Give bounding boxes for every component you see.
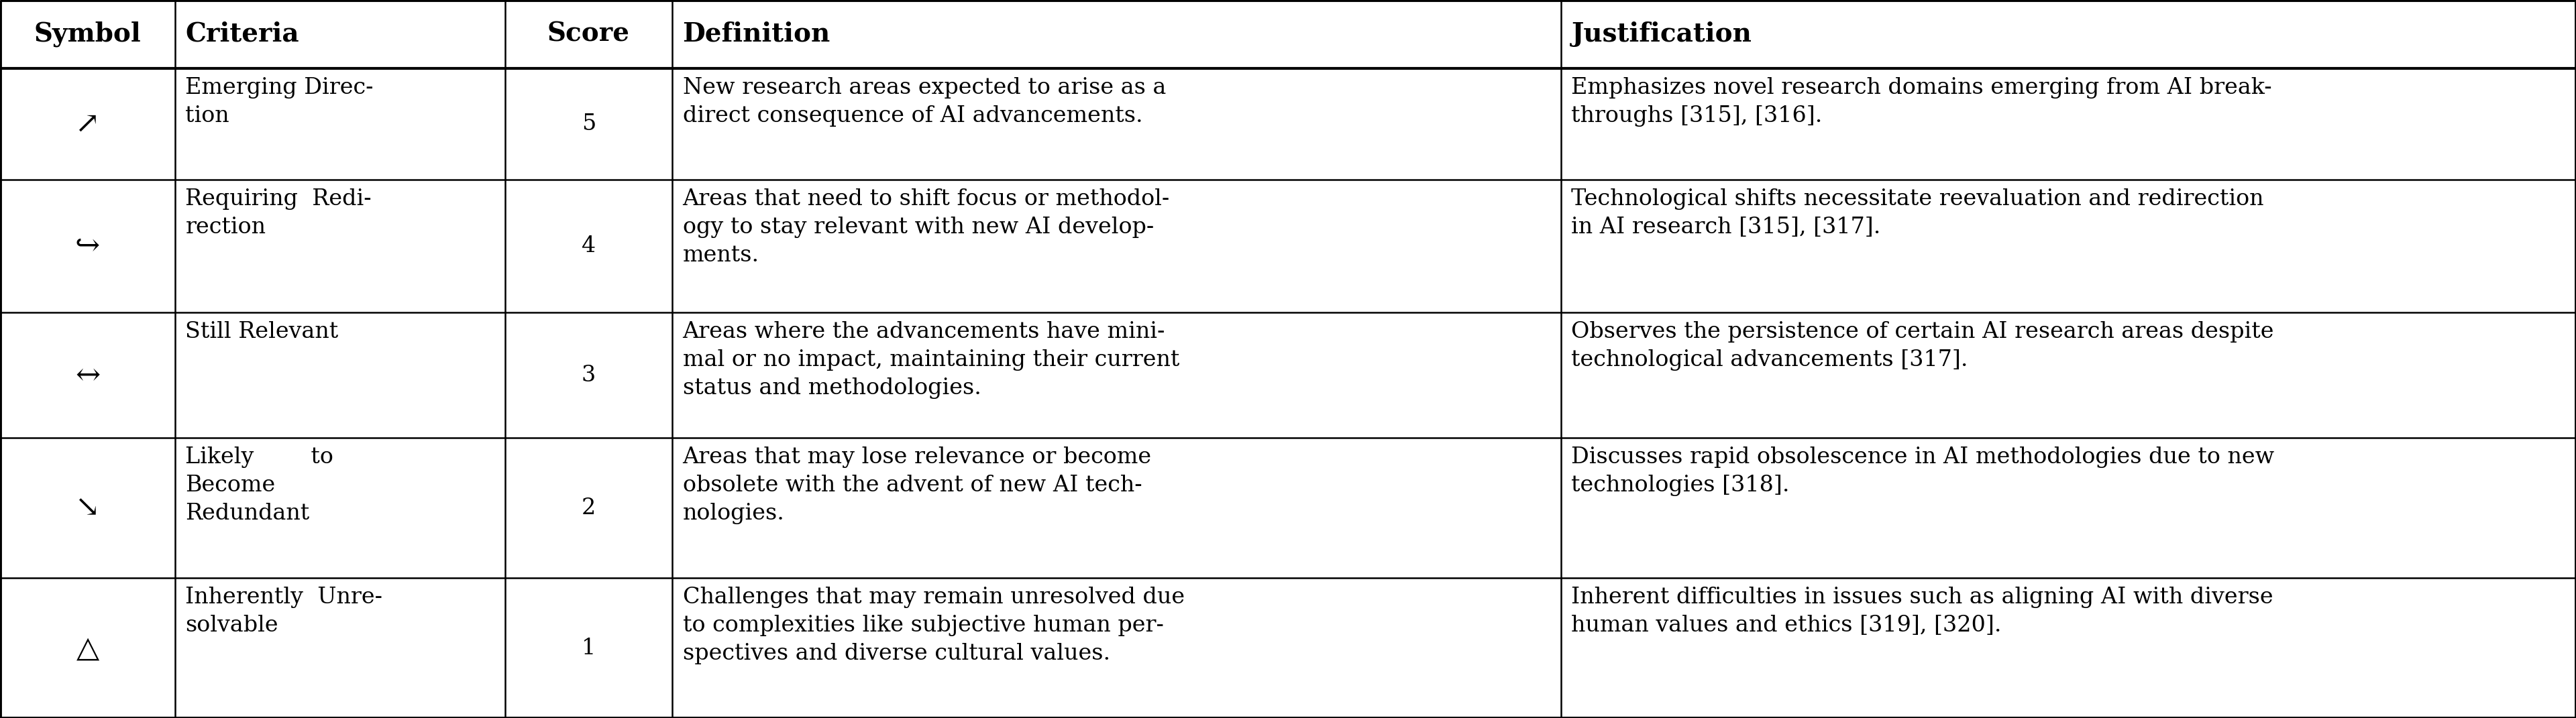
Text: Technological shifts necessitate reevaluation and redirection
in AI research [31: Technological shifts necessitate reevalu…	[1571, 188, 2264, 238]
Text: Emerging Direc-
tion: Emerging Direc- tion	[185, 77, 374, 126]
Text: Observes the persistence of certain AI research areas despite
technological adva: Observes the persistence of certain AI r…	[1571, 321, 2275, 370]
Text: Symbol: Symbol	[33, 22, 142, 47]
Text: Areas that need to shift focus or methodol-
ogy to stay relevant with new AI dev: Areas that need to shift focus or method…	[683, 188, 1170, 266]
Text: Areas that may lose relevance or become
obsolete with the advent of new AI tech-: Areas that may lose relevance or become …	[683, 447, 1151, 524]
Text: Emphasizes novel research domains emerging from AI break-
throughs [315], [316].: Emphasizes novel research domains emergi…	[1571, 77, 2272, 126]
Text: 4: 4	[582, 236, 595, 256]
Text: 2: 2	[582, 498, 595, 518]
Text: △: △	[77, 633, 98, 663]
Text: Likely        to
Become
Redundant: Likely to Become Redundant	[185, 447, 335, 524]
Text: Requiring  Redi-
rection: Requiring Redi- rection	[185, 188, 371, 238]
Text: Definition: Definition	[683, 22, 829, 47]
Text: ↪: ↪	[75, 231, 100, 261]
Text: 5: 5	[582, 113, 595, 134]
Text: New research areas expected to arise as a
direct consequence of AI advancements.: New research areas expected to arise as …	[683, 77, 1167, 126]
Text: Inherently  Unre-
solvable: Inherently Unre- solvable	[185, 587, 384, 636]
Text: Score: Score	[546, 22, 631, 47]
Text: Areas where the advancements have mini-
mal or no impact, maintaining their curr: Areas where the advancements have mini- …	[683, 321, 1180, 398]
Text: Inherent difficulties in issues such as aligning AI with diverse
human values an: Inherent difficulties in issues such as …	[1571, 587, 2275, 636]
Text: Discusses rapid obsolescence in AI methodologies due to new
technologies [318].: Discusses rapid obsolescence in AI metho…	[1571, 447, 2275, 496]
Text: ↘: ↘	[75, 493, 100, 523]
Text: 3: 3	[582, 365, 595, 386]
Text: Challenges that may remain unresolved due
to complexities like subjective human : Challenges that may remain unresolved du…	[683, 587, 1185, 664]
Text: ↔: ↔	[75, 360, 100, 390]
Text: ↗: ↗	[75, 109, 100, 139]
Text: Justification: Justification	[1571, 22, 1752, 47]
Text: Still Relevant: Still Relevant	[185, 321, 337, 342]
Text: Criteria: Criteria	[185, 22, 299, 47]
Text: 1: 1	[582, 638, 595, 658]
